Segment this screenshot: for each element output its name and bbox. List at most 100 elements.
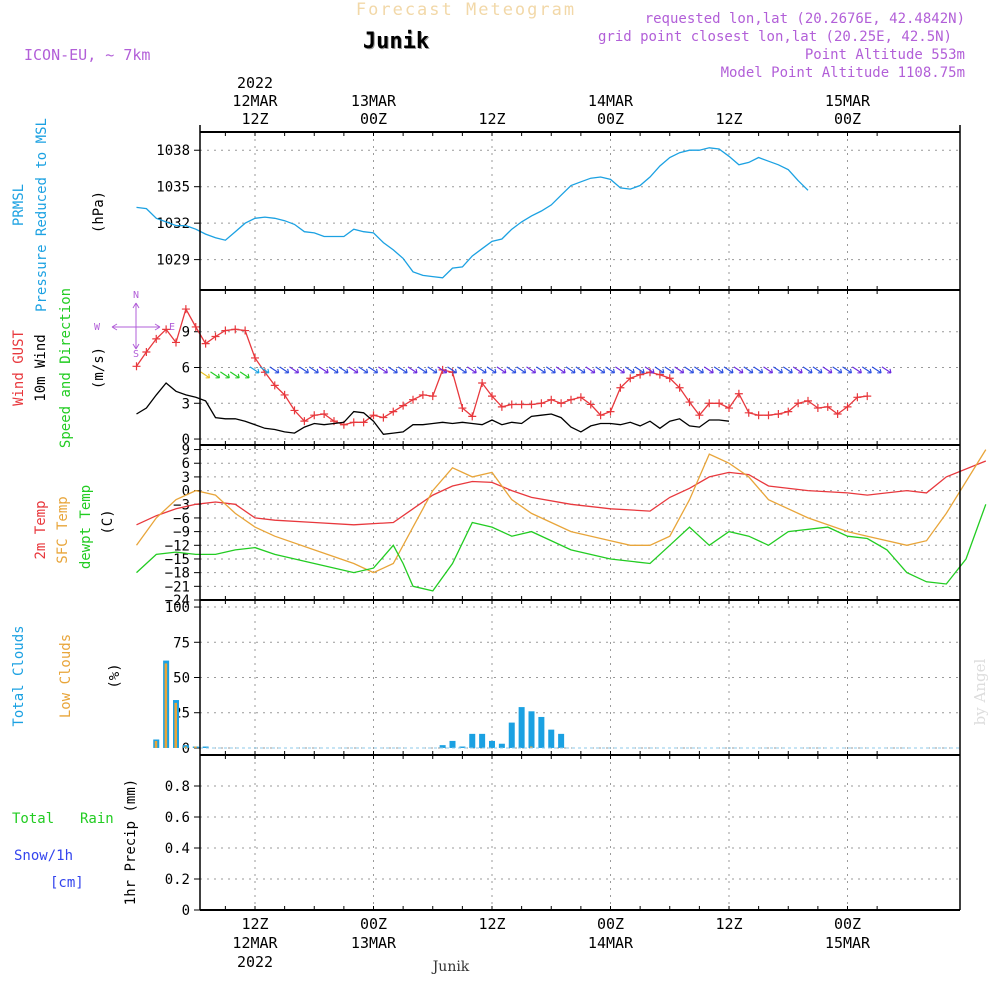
ytick-label-wind: 0 — [182, 432, 190, 448]
gust-point — [152, 334, 161, 343]
wind-direction-arrow — [348, 366, 359, 374]
wind-direction-arrow — [387, 366, 398, 374]
ytick-label-clouds: 50 — [173, 671, 190, 687]
pressure-label-unit: (hPa) — [91, 191, 107, 233]
ytick-label-precipitation: 0.6 — [165, 810, 190, 826]
gust-point — [655, 370, 664, 379]
gust-point — [172, 338, 180, 347]
total-cloud-bar — [449, 740, 456, 748]
temp-labels: 2m Temp SFC Temp dewpt Temp (C) — [33, 485, 116, 569]
gust-point — [310, 411, 319, 420]
ytick-label-clouds: 0 — [182, 741, 190, 757]
model-altitude: Model Point Altitude 1108.75m — [721, 65, 965, 81]
wind-direction-arrow — [220, 371, 230, 379]
total-cloud-bar — [548, 729, 555, 748]
precip-labels: Total Rain Snow/1h [cm] 1hr Precip (mm) — [12, 779, 139, 905]
gust-point — [211, 332, 220, 341]
gust-point — [231, 325, 240, 334]
wind-direction-arrow — [368, 366, 379, 374]
gust-point — [665, 374, 674, 383]
wind-direction-arrow — [526, 366, 537, 374]
wind-direction-arrow — [259, 366, 270, 374]
gust-point — [379, 413, 388, 422]
pressure-line — [136, 147, 809, 279]
wind-direction-arrow — [506, 366, 517, 374]
gust-point — [488, 392, 496, 401]
gust-point — [863, 392, 872, 401]
ytick-label-temperature: −12 — [165, 538, 190, 554]
gust-point — [537, 399, 546, 408]
total-cloud-bar — [518, 707, 525, 748]
gust-point — [636, 370, 645, 379]
compass-n: N — [133, 290, 139, 301]
low-cloud-bar — [194, 746, 197, 748]
gust-point — [596, 411, 605, 420]
gust-point — [409, 395, 417, 404]
gust-point — [794, 399, 803, 408]
gust-point — [586, 400, 595, 409]
wind-direction-arrow — [871, 366, 882, 374]
wind-direction-arrow — [210, 371, 221, 379]
time-label-bottom: 14MAR — [588, 934, 634, 952]
gust-point — [162, 325, 171, 334]
wind-direction-arrow — [516, 366, 527, 374]
requested-coords: requested lon,lat (20.2676E, 42.4842N) — [645, 11, 965, 27]
wind-direction-arrow — [318, 366, 329, 374]
temp-sfc-line — [135, 449, 987, 574]
wind-direction-arrow — [279, 366, 290, 374]
compass-w: W — [94, 322, 101, 333]
time-label-bottom: 12Z — [241, 915, 268, 933]
wind-direction-arrow — [545, 366, 556, 374]
ytick-label-temperature: −24 — [165, 593, 190, 609]
gust-point — [478, 379, 487, 387]
gust-point — [132, 362, 141, 371]
gust-point — [497, 402, 506, 411]
time-label-bottom: 2022 — [237, 953, 273, 971]
precip-label-total: Total — [12, 811, 54, 827]
total-cloud-bar — [528, 711, 535, 748]
cloud-label-unit: (%) — [107, 663, 123, 688]
gust-point — [675, 383, 684, 392]
wind-direction-arrow — [634, 366, 645, 374]
ytick-label-wind: 6 — [182, 361, 190, 377]
gust-point — [705, 399, 714, 408]
ytick-label-temperature: 6 — [182, 456, 190, 472]
wind-direction-arrow — [595, 366, 606, 374]
gust-point — [349, 418, 358, 427]
wind-direction-arrow — [842, 366, 853, 374]
wind-direction-arrow — [723, 366, 734, 374]
ytick-label-temperature: −18 — [165, 566, 190, 582]
point-altitude: Point Altitude 553m — [805, 47, 965, 63]
ytick-label-temperature: −9 — [173, 525, 190, 541]
wind-direction-arrow — [457, 366, 467, 374]
gust-point — [695, 411, 704, 420]
time-label-bottom: 00Z — [597, 915, 624, 933]
wind-direction-arrow — [713, 366, 724, 374]
wind-direction-arrow — [239, 371, 250, 379]
gust-point — [201, 339, 210, 348]
gust-point — [517, 400, 526, 409]
time-label-top: 00Z — [834, 110, 861, 128]
gust-point — [833, 410, 842, 418]
total-cloud-bar — [538, 716, 545, 748]
compass-arrows — [111, 302, 161, 350]
gust-point — [715, 399, 724, 408]
wind-direction-arrow — [881, 366, 892, 374]
wind-direction-arrow — [822, 366, 833, 374]
plot-layer: 102910321035103803699630−3−6−9−12−15−18−… — [132, 74, 987, 971]
gust-point — [191, 322, 200, 331]
gust-point — [527, 400, 536, 409]
wind-direction-arrow — [615, 366, 625, 374]
dewpt-line — [136, 504, 987, 592]
gust-point — [774, 410, 783, 418]
gust-point — [507, 400, 516, 409]
wind-direction-arrow — [852, 366, 862, 374]
precip-label-cm: [cm] — [50, 875, 84, 891]
wind-direction-arrow — [486, 366, 497, 374]
ytick-label-temperature: 3 — [182, 470, 190, 486]
gust-point — [399, 401, 408, 410]
time-label-bottom: 13MAR — [351, 934, 397, 952]
time-label-top: 12MAR — [232, 92, 278, 110]
wind-direction-arrow — [249, 366, 260, 374]
time-label-top: 13MAR — [351, 92, 397, 110]
